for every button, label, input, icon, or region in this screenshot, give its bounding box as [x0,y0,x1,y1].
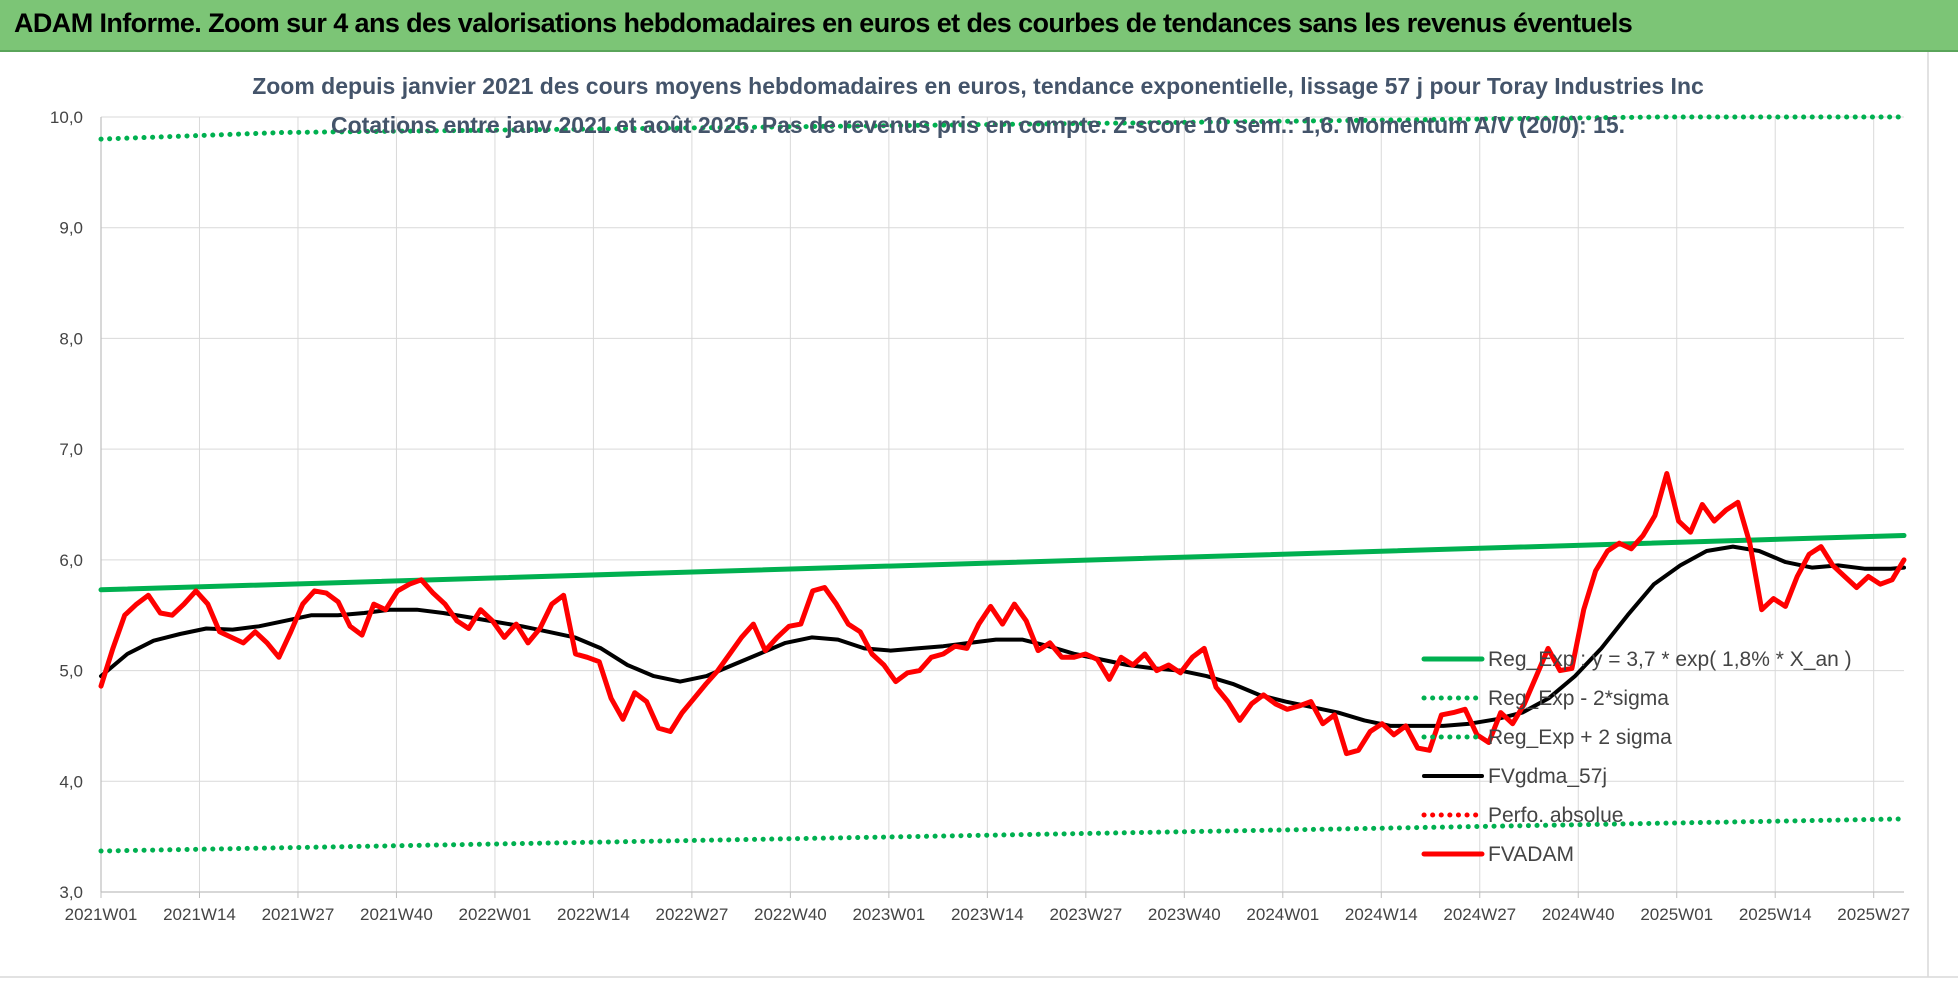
grid [100,116,1904,893]
x-tick-label: 2022W14 [557,905,630,924]
legend-label: FVgdma_57j [1488,765,1607,788]
y-tick-label: 6,0 [59,551,83,570]
series [98,114,1907,854]
legend-label: Reg_Exp + 2 sigma [1488,726,1672,749]
x-tick-label: 2021W14 [163,905,236,924]
y-tick-label: 8,0 [59,329,83,348]
y-tick-label: 5,0 [59,662,83,681]
x-tick-label: 2022W40 [754,905,827,924]
chart-subtitle-line-2: Cotations entre janv 2021 et août 2025. … [331,112,1625,138]
x-tick-label: 2025W27 [1837,905,1910,924]
x-tick-label: 2024W40 [1542,905,1615,924]
x-tick-label: 2023W40 [1148,905,1221,924]
x-tick-label: 2024W14 [1345,905,1418,924]
y-tick-label: 7,0 [59,440,83,459]
x-tick-label: 2024W27 [1443,905,1516,924]
report-title: ADAM Informe. Zoom sur 4 ans des valoris… [14,8,1633,38]
legend: Reg_Exp : y = 3,7 * exp( 1,8% * X_an ) Re… [1421,648,1852,866]
x-tick-label: 2024W01 [1246,905,1319,924]
title-bar: ADAM Informe. Zoom sur 4 ans des valoris… [0,0,1958,52]
x-tick-label: 2021W27 [262,905,335,924]
y-tick-label: 9,0 [59,219,83,238]
x-tick-label: 2023W27 [1049,905,1122,924]
axes: 3,0 4,0 5,0 6,0 7,0 8,0 9,0 10,0 2021W01 2021W14 2… [50,108,1910,924]
legend-label: Reg_Exp - 2*sigma [1488,687,1669,710]
x-tick-label: 2022W27 [656,905,729,924]
legend-label: FVADAM [1488,843,1574,866]
legend-label: Reg_Exp : y = 3,7 * exp( 1,8% * X_an ) [1488,648,1852,671]
chart: 3,0 4,0 5,0 6,0 7,0 8,0 9,0 10,0 2021W01 2021W14 2… [0,52,1958,984]
legend-label: Perfo. absolue [1488,804,1623,827]
chart-subtitle-line-1: Zoom depuis janvier 2021 des cours moyen… [252,73,1704,99]
chart-background [0,52,1958,984]
x-tick-label: 2023W14 [951,905,1024,924]
x-tick-label: 2022W01 [459,905,532,924]
series-line-reg-exp-y-3-7-exp-1-8-x-an [98,533,1907,593]
x-tick-label: 2021W40 [360,905,433,924]
x-tick-label: 2023W01 [852,905,925,924]
series-line-reg-exp-2-sigma [98,816,1907,854]
x-tick-label: 2021W01 [65,905,138,924]
y-tick-label: 10,0 [50,108,83,127]
series-line-fvadam [98,471,1907,757]
y-tick-label: 3,0 [59,883,83,902]
x-tick-label: 2025W14 [1739,905,1812,924]
series-line-fvgdma-57j [99,544,1906,728]
y-tick-label: 4,0 [59,772,83,791]
x-tick-label: 2025W01 [1640,905,1713,924]
